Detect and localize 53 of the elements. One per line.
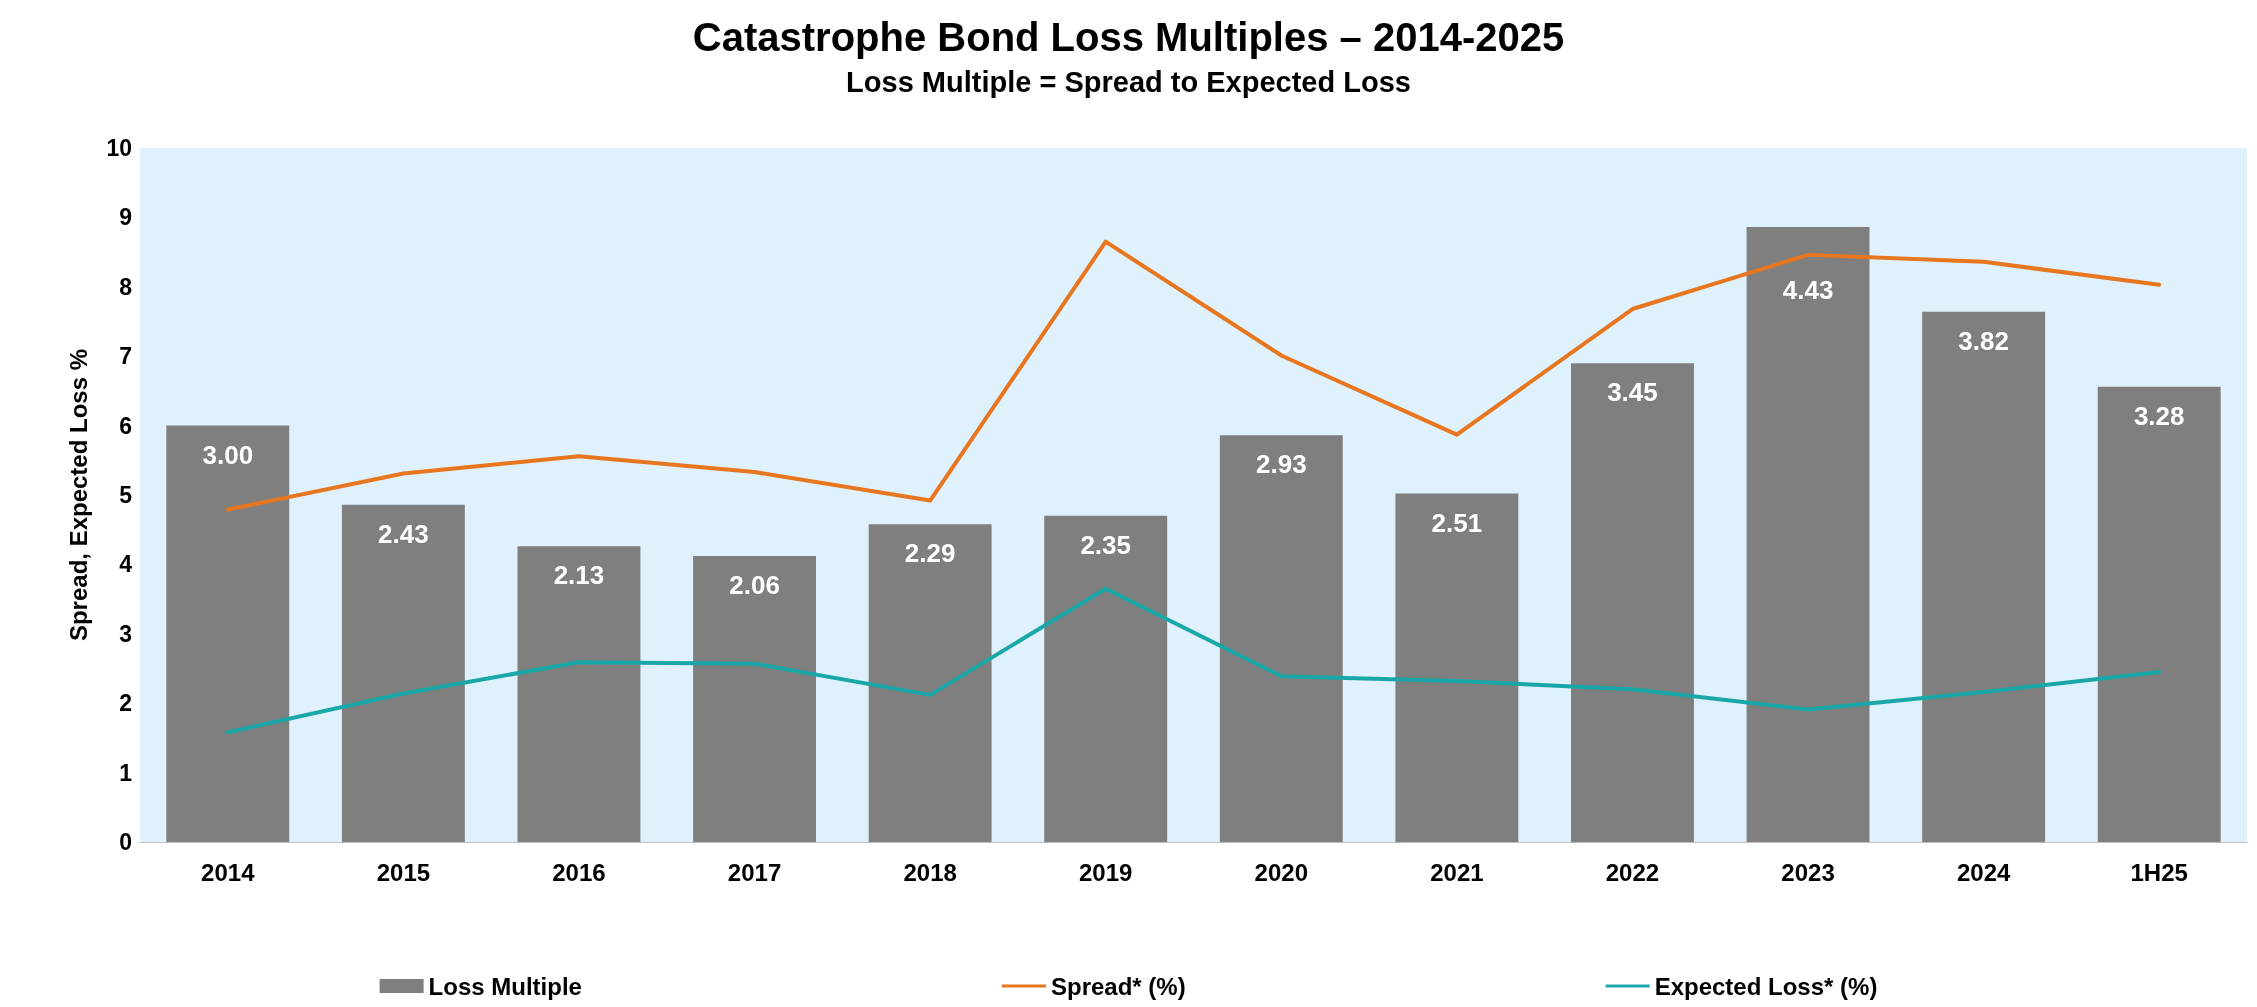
y-tick-label: 7	[119, 343, 132, 370]
legend-label: Loss Multiple	[428, 972, 582, 1000]
x-tick-label: 2021	[1430, 858, 1484, 886]
legend-label: Expected Loss* (%)	[1654, 972, 1878, 1000]
data-label: 2.51	[1431, 507, 1483, 538]
data-label: 3.45	[1607, 377, 1658, 408]
bar	[341, 504, 465, 842]
y-axis-title: Spread, Expected Loss %	[64, 348, 92, 642]
y-tick-label: 9	[119, 204, 132, 231]
x-tick-label: 2019	[1079, 858, 1133, 886]
data-label: 2.29	[904, 538, 956, 569]
x-tick-label: 2014	[201, 858, 256, 886]
bar	[1571, 363, 1694, 842]
bar	[1395, 493, 1519, 842]
x-tick-label: 2018	[903, 858, 957, 886]
bar	[1746, 227, 1870, 842]
bar	[1922, 311, 2046, 842]
data-label: 4.43	[1782, 274, 1834, 305]
data-label: 2.06	[729, 570, 780, 601]
x-tick-label: 2022	[1605, 858, 1660, 886]
y-tick-label: 2	[119, 690, 132, 717]
y-tick-label: 1	[119, 759, 133, 786]
x-tick-label: 1H25	[2130, 858, 2188, 886]
bar	[517, 546, 641, 842]
bar	[693, 556, 816, 842]
bar	[166, 425, 290, 842]
data-label: 3.00	[202, 439, 254, 470]
y-tick-label: 0	[119, 829, 132, 855]
data-label: 2.43	[378, 518, 429, 549]
y-tick-label: 5	[119, 482, 133, 508]
y-tick-label: 6	[119, 412, 132, 439]
bar	[1219, 435, 1343, 842]
x-tick-label: 2017	[727, 858, 782, 886]
y-tick-label: 8	[119, 273, 133, 300]
chart-title: Catastrophe Bond Loss Multiples – 2014-2025	[692, 15, 1565, 59]
y-tick-label: 4	[119, 551, 133, 578]
data-label: 2.35	[1080, 529, 1132, 560]
chart-subtitle: Loss Multiple = Spread to Expected Loss	[846, 65, 1411, 98]
data-label: 2.13	[553, 560, 605, 591]
y-tick-label: 3	[119, 620, 132, 647]
bar	[868, 524, 992, 842]
data-label: 3.82	[1958, 325, 2009, 356]
x-tick-label: 2016	[552, 858, 606, 886]
y-tick-label: 10	[106, 135, 132, 161]
x-tick-label: 2020	[1254, 858, 1308, 886]
x-tick-label: 2015	[376, 858, 431, 886]
legend-label: Spread* (%)	[1050, 972, 1186, 1000]
data-label: 3.28	[2133, 400, 2185, 431]
x-tick-label: 2023	[1781, 858, 1835, 886]
bar	[1044, 515, 1168, 842]
bar	[2097, 386, 2221, 842]
data-label: 2.93	[1255, 449, 1307, 480]
x-tick-label: 2024	[1956, 858, 2011, 886]
